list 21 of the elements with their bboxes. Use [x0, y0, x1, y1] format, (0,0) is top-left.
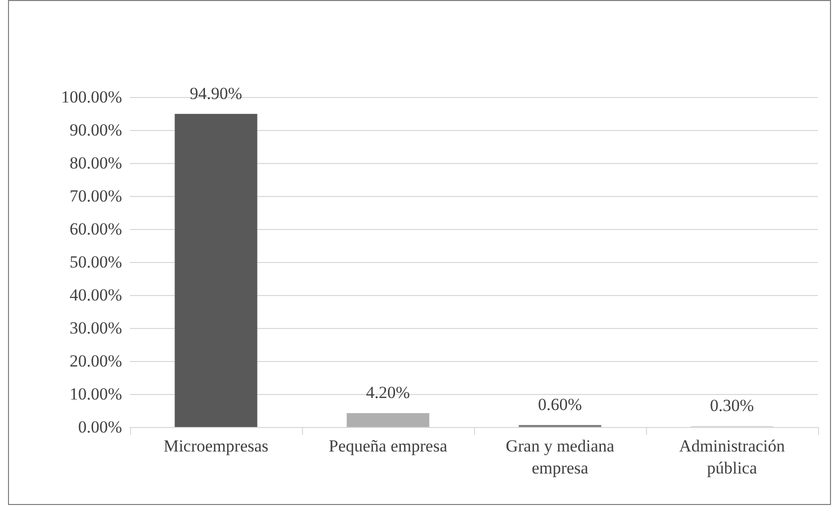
data-label: 0.30% — [710, 396, 754, 416]
y-tick-label: 40.00% — [70, 286, 122, 304]
x-tick-label: Gran y mediana empresa — [506, 436, 615, 478]
data-label: 4.20% — [366, 383, 410, 402]
y-tick-label: 0.00% — [78, 418, 122, 436]
data-label: 0.60% — [538, 395, 582, 414]
x-tick-label: Pequeña empresa — [328, 436, 448, 456]
y-tick-label: 20.00% — [70, 352, 122, 370]
y-tick-label: 100.00% — [61, 88, 122, 106]
bar — [174, 114, 258, 427]
x-tick-label: Administración pública — [679, 436, 786, 478]
y-tick-label: 10.00% — [70, 384, 122, 404]
y-tick-label: 80.00% — [70, 154, 122, 172]
y-tick-label: 30.00% — [70, 318, 122, 338]
y-tick-label: 70.00% — [70, 186, 122, 206]
y-tick-label: 60.00% — [70, 220, 122, 238]
y-tick-label: 90.00% — [70, 120, 122, 140]
x-tick-label: Microempresas — [164, 436, 268, 456]
bar — [346, 413, 430, 427]
y-tick-label: 50.00% — [70, 252, 122, 272]
data-label: 94.90% — [190, 84, 242, 103]
